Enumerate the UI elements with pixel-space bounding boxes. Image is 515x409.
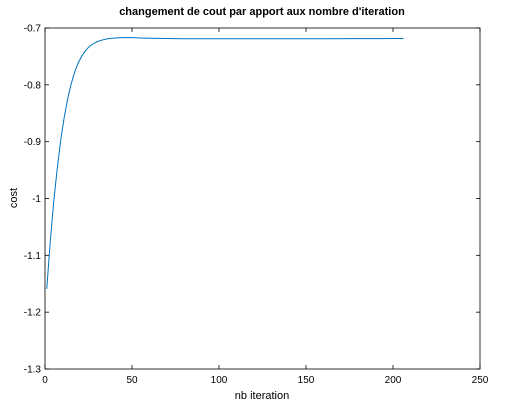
y-tick-label: -0.8 [24,80,42,91]
y-tick-label: -0.7 [24,24,42,35]
x-axis-label: nb iteration [235,390,289,402]
x-tick-label: 150 [298,375,315,386]
series-layer [46,37,404,289]
x-tick-label: 200 [385,375,402,386]
x-tick-label: 250 [472,375,489,386]
chart-title: changement de cout par apport aux nombre… [119,6,405,18]
axis-ticks: 0 50 100 150 200 250 -1.3 -1.2 -1.1 -1 -0.9 -0.8 -0.… [24,24,489,387]
y-tick-label: -0.9 [24,137,42,148]
x-tick-label: 0 [42,375,48,386]
y-tick-label: -1.3 [24,365,42,376]
x-tick-label: 100 [211,375,228,386]
y-axis-label: cost [8,188,20,208]
y-tick-label: -1 [32,194,41,205]
series-line [46,37,404,289]
y-tick-label: -1.1 [24,251,42,262]
y-tick-label: -1.2 [24,308,42,319]
x-tick-label: 50 [126,375,138,386]
